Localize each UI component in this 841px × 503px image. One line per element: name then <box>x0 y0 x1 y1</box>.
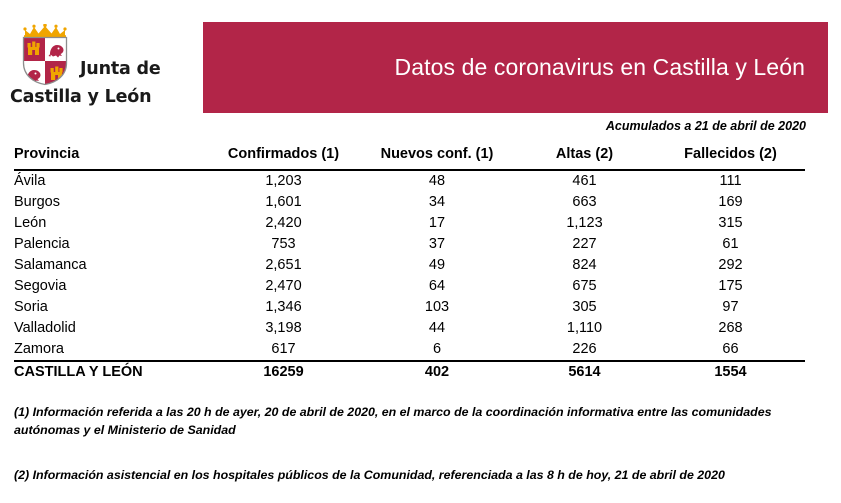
coronavirus-data-table: Provincia Confirmados (1) Nuevos conf. (… <box>14 144 805 383</box>
cell-altas: 663 <box>572 194 597 210</box>
table-row: Palencia 753 37 227 61 <box>14 234 805 255</box>
cell-nuevos-conf: 6 <box>432 341 442 357</box>
cell-nuevos-conf: 37 <box>428 236 446 252</box>
crown-icon <box>23 24 67 37</box>
cell-fallecidos: 292 <box>718 257 743 273</box>
cell-confirmados: 617 <box>271 341 296 357</box>
total-cell-confirmados: 16259 <box>206 360 361 383</box>
cell-nuevos-conf: 34 <box>428 194 446 210</box>
cell-confirmados: 1,601 <box>265 194 302 210</box>
cell-altas: 1,123 <box>566 215 603 231</box>
cell-fallecidos: 61 <box>722 236 739 252</box>
table-header-row: Provincia Confirmados (1) Nuevos conf. (… <box>14 144 805 171</box>
table-row: León 2,420 17 1,123 315 <box>14 213 805 234</box>
table-body: Ávila 1,203 48 461 111 Burgos 1,601 34 663 169 Leó… <box>14 170 805 383</box>
cell-fallecidos: 97 <box>722 299 739 315</box>
column-header-provincia: Provincia <box>14 144 206 171</box>
cell-confirmados: 2,651 <box>265 257 302 273</box>
table-row: Ávila 1,203 48 461 111 <box>14 170 805 192</box>
cell-provincia: Zamora <box>14 341 64 357</box>
cell-nuevos-conf: 49 <box>428 257 446 273</box>
cell-altas: 227 <box>572 236 597 252</box>
footnote-1: (1) Información referida a las 20 h de a… <box>14 403 814 439</box>
logo-text-line-1: Junta de <box>80 59 161 79</box>
cell-provincia: Soria <box>14 299 48 315</box>
table-row: Valladolid 3,198 44 1,110 268 <box>14 318 805 339</box>
cell-confirmados: 1,346 <box>265 299 302 315</box>
page-header: Junta de Castilla y León Datos de corona… <box>0 0 841 118</box>
cell-confirmados: 753 <box>271 236 296 252</box>
cell-fallecidos: 169 <box>718 194 743 210</box>
cell-fallecidos: 66 <box>722 341 739 357</box>
cell-provincia: León <box>14 215 47 231</box>
cell-nuevos-conf: 64 <box>428 278 446 294</box>
cell-nuevos-conf: 48 <box>428 173 446 189</box>
accumulated-date-note: Acumulados a 21 de abril de 2020 <box>605 119 806 133</box>
cell-fallecidos: 175 <box>718 278 743 294</box>
table-row: Segovia 2,470 64 675 175 <box>14 276 805 297</box>
footnote-2: (2) Información asistencial en los hospi… <box>14 466 814 484</box>
column-header-altas: Altas (2) <box>513 144 656 171</box>
cell-altas: 226 <box>572 341 597 357</box>
junta-castilla-y-leon-logo: Junta de Castilla y León <box>8 24 188 114</box>
cell-altas: 675 <box>572 278 597 294</box>
logo-text-line-2: Castilla y León <box>10 87 152 107</box>
title-banner: Datos de coronavirus en Castilla y León <box>203 22 828 113</box>
cell-provincia: Palencia <box>14 236 70 252</box>
column-header-confirmados: Confirmados (1) <box>206 144 361 171</box>
page-title: Datos de coronavirus en Castilla y León <box>394 54 805 80</box>
column-header-fallecidos: Fallecidos (2) <box>656 144 805 171</box>
cell-altas: 305 <box>572 299 597 315</box>
total-cell-fallecidos: 1554 <box>656 360 805 383</box>
cell-altas: 824 <box>572 257 597 273</box>
cell-confirmados: 2,470 <box>265 278 302 294</box>
footnote-2-line-1: (2) Información asistencial en los hospi… <box>14 468 725 482</box>
logo-top-row: Junta de <box>8 24 188 86</box>
cell-confirmados: 3,198 <box>265 320 302 336</box>
column-header-nuevos-conf: Nuevos conf. (1) <box>361 144 513 171</box>
cell-altas: 1,110 <box>566 320 603 336</box>
cell-confirmados: 1,203 <box>265 173 302 189</box>
total-cell-altas: 5614 <box>513 360 656 383</box>
footnote-1-line-1: (1) Información referida a las 20 h de a… <box>14 405 772 419</box>
cell-nuevos-conf: 44 <box>428 320 446 336</box>
cell-fallecidos: 315 <box>718 215 743 231</box>
shield-icon <box>22 36 68 86</box>
table-row: Salamanca 2,651 49 824 292 <box>14 255 805 276</box>
cell-nuevos-conf: 103 <box>424 299 450 315</box>
cell-provincia: Segovia <box>14 278 67 294</box>
cell-nuevos-conf: 17 <box>428 215 446 231</box>
cell-provincia: Valladolid <box>14 320 76 336</box>
total-cell-provincia: CASTILLA Y LEÓN <box>14 360 206 383</box>
cell-fallecidos: 111 <box>719 173 742 189</box>
table-row: Zamora 617 6 226 66 <box>14 339 805 361</box>
cell-provincia: Salamanca <box>14 257 87 273</box>
total-cell-nuevos-conf: 402 <box>361 360 513 383</box>
table-row: Burgos 1,601 34 663 169 <box>14 192 805 213</box>
cell-altas: 461 <box>572 173 597 189</box>
table-header: Provincia Confirmados (1) Nuevos conf. (… <box>14 144 805 171</box>
table-row: Soria 1,346 103 305 97 <box>14 297 805 318</box>
cell-provincia: Burgos <box>14 194 60 210</box>
coat-of-arms-icon <box>16 24 74 86</box>
table-total-row: CASTILLA Y LEÓN 16259 402 5614 1554 <box>14 360 805 383</box>
cell-fallecidos: 268 <box>718 320 743 336</box>
cell-confirmados: 2,420 <box>265 215 302 231</box>
footnote-1-line-2: autónomas y el Ministerio de Sanidad <box>14 423 236 437</box>
cell-provincia: Ávila <box>14 173 46 189</box>
